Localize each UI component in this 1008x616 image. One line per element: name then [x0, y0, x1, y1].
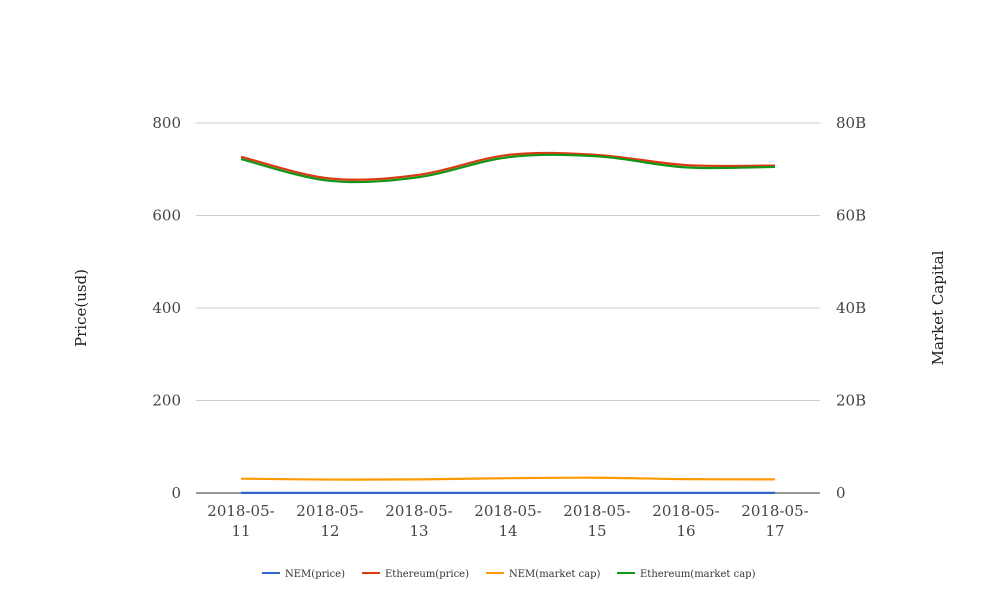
left-axis-ticks: 0 200 400 600 800	[152, 114, 181, 502]
y-tick-label: 200	[152, 392, 181, 410]
y2-tick-label: 60B	[836, 207, 866, 225]
legend-label: NEM(market cap)	[509, 569, 601, 580]
x-tick-label: 2018-05-16	[652, 502, 719, 540]
y-tick-label: 0	[171, 484, 181, 502]
series-line-nem-market-cap	[240, 476, 776, 481]
y2-tick-label: 40B	[836, 299, 866, 317]
x-tick-label: 2018-05-13	[385, 502, 452, 540]
series-line-ethereum-price	[240, 151, 776, 181]
series-line-ethereum-market-cap	[240, 153, 776, 184]
y-tick-label: 600	[152, 207, 181, 225]
legend-label: Ethereum(market cap)	[640, 569, 756, 580]
x-axis-ticks: 2018-05-11 2018-05-12 2018-05-13 2018-05-14…	[207, 502, 808, 540]
y2-tick-label: 0	[836, 484, 846, 502]
x-tick-label: 2018-05-11	[207, 502, 274, 540]
x-tick-label: 2018-05-14	[474, 502, 541, 540]
legend-item: Ethereum(market cap)	[617, 569, 756, 580]
y2-axis-title: Market Capital	[929, 250, 947, 365]
series-lines	[240, 151, 776, 494]
x-tick-label: 2018-05-12	[296, 502, 363, 540]
x-tick-label: 2018-05-17	[741, 502, 808, 540]
legend-item: Ethereum(price)	[362, 569, 469, 580]
y-tick-label: 800	[152, 114, 181, 132]
y2-tick-label: 20B	[836, 392, 866, 410]
y2-tick-label: 80B	[836, 114, 866, 132]
legend-item: NEM(market cap)	[486, 569, 601, 580]
legend-item: NEM(price)	[262, 569, 345, 580]
legend: NEM(price) Ethereum(price) NEM(market cap)…	[262, 569, 756, 580]
legend-label: NEM(price)	[285, 569, 345, 580]
y-axis-title: Price(usd)	[72, 269, 90, 347]
right-axis-ticks: 0 20B 40B 60B 80B	[836, 114, 866, 502]
legend-label: Ethereum(price)	[385, 569, 469, 580]
y-tick-label: 400	[152, 299, 181, 317]
gridlines	[196, 122, 820, 494]
x-tick-label: 2018-05-15	[563, 502, 630, 540]
